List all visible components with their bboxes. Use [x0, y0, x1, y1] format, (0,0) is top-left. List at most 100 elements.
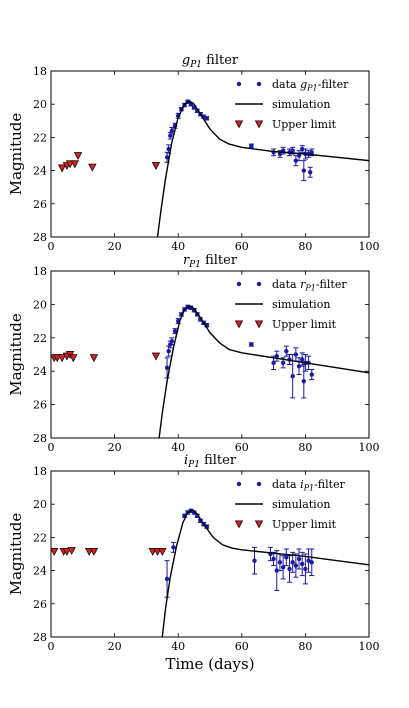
- legend-data-symbol: r: [300, 278, 306, 291]
- x-tick-label: 20: [108, 640, 122, 653]
- legend: data rP1-filter simulation Upper limit: [234, 278, 348, 331]
- data-point: [293, 352, 299, 357]
- y-tick-label: 28: [33, 231, 47, 244]
- x-tick-label: 40: [171, 640, 185, 653]
- simulation-curve: [158, 305, 369, 438]
- data-point: [249, 143, 254, 148]
- data-point: [271, 360, 276, 366]
- legend-data-prefix: data: [272, 278, 300, 291]
- data-point: [168, 133, 173, 138]
- legend-upper-marker: [254, 520, 264, 529]
- x-tick-label: 100: [359, 240, 380, 253]
- y-axis-label: Magnitude: [7, 113, 25, 196]
- y-tick-label: 24: [33, 365, 47, 378]
- x-axis-label: Time (days): [165, 655, 254, 673]
- legend-data-subscript: P1: [306, 84, 317, 93]
- legend-upper-marker: [234, 320, 244, 329]
- upper-limit-marker: [88, 163, 97, 172]
- data-point: [172, 328, 178, 334]
- data-point: [249, 342, 254, 347]
- x-tick-label: 60: [235, 640, 249, 653]
- legend-upper-label: Upper limit: [272, 118, 337, 131]
- data-point: [284, 348, 289, 354]
- plot-area: [57, 99, 369, 237]
- title-subscript: P1: [189, 60, 202, 70]
- plot-frame: [50, 70, 370, 238]
- x-tick-label: 20: [108, 441, 122, 454]
- data-point: [296, 153, 302, 158]
- y-tick-label: 26: [33, 198, 47, 211]
- data-point: [280, 565, 286, 570]
- chart-title: rP1 filter: [183, 253, 238, 270]
- upper-limit-marker: [62, 547, 72, 556]
- title-symbol: i: [184, 453, 188, 468]
- data-point: [166, 146, 171, 152]
- data-point: [309, 560, 314, 565]
- legend-data-marker: [256, 81, 262, 87]
- y-tick-label: 20: [33, 98, 47, 111]
- data-point: [169, 128, 175, 133]
- legend-data-prefix: data: [272, 78, 300, 91]
- legend-simulation-label: simulation: [272, 498, 330, 511]
- plot-area: [51, 508, 369, 637]
- upper-limit-marker: [70, 160, 80, 169]
- data-point: [277, 560, 283, 565]
- y-tick-label: 26: [33, 598, 47, 611]
- legend-simulation-label: simulation: [272, 98, 330, 111]
- legend-data-label: data iP1-filter: [272, 478, 346, 493]
- y-axis-label: Magnitude: [7, 513, 25, 596]
- data-point: [280, 360, 286, 366]
- legend-upper-marker: [254, 320, 264, 329]
- plot-area: [51, 304, 369, 438]
- title-suffix: filter: [202, 53, 239, 68]
- data-point: [164, 576, 170, 582]
- legend-data-symbol: g: [300, 78, 307, 91]
- legend: data iP1-filter simulation Upper limit: [234, 478, 346, 531]
- data-point: [290, 374, 295, 379]
- simulation-curve: [156, 100, 369, 237]
- legend-data-marker: [236, 81, 242, 87]
- legend-data-suffix: -filter: [318, 78, 350, 91]
- legend-simulation-label: simulation: [272, 298, 330, 311]
- data-point: [300, 357, 305, 362]
- legend-data-suffix: -filter: [316, 278, 348, 291]
- upper-limit-marker: [151, 162, 161, 170]
- data-point: [284, 555, 289, 560]
- data-point: [296, 556, 302, 562]
- title-suffix: filter: [200, 453, 237, 468]
- legend-data-subscript: P1: [303, 484, 314, 493]
- data-point: [287, 566, 292, 572]
- title-symbol: g: [182, 53, 190, 68]
- data-point: [171, 545, 176, 550]
- chart-title: iP1 filter: [184, 453, 237, 470]
- upper-limit-marker: [51, 547, 59, 556]
- y-tick-label: 20: [33, 298, 47, 311]
- data-point: [169, 338, 175, 344]
- legend-data-marker: [256, 481, 262, 487]
- data-point: [301, 379, 307, 384]
- legend-data-label: data gP1-filter: [272, 78, 349, 93]
- upper-limit-marker: [89, 547, 99, 556]
- data-point: [274, 353, 279, 359]
- legend-upper-marker: [234, 520, 244, 529]
- data-point: [191, 510, 197, 515]
- upper-limit-marker: [69, 354, 78, 363]
- y-tick-label: 20: [33, 498, 47, 511]
- x-tick-label: 0: [48, 240, 55, 253]
- x-tick-label: 80: [298, 240, 312, 253]
- x-tick-label: 100: [359, 640, 380, 653]
- data-point: [309, 372, 314, 377]
- data-point: [293, 563, 299, 568]
- data-point: [296, 363, 302, 369]
- legend-upper-marker: [254, 120, 264, 129]
- x-tick-label: 60: [235, 441, 249, 454]
- data-point: [301, 168, 307, 173]
- data-point: [303, 566, 308, 572]
- data-point: [290, 560, 295, 565]
- data-point: [252, 558, 257, 563]
- x-tick-label: 0: [48, 640, 55, 653]
- data-point: [307, 170, 313, 175]
- y-axis-label: Magnitude: [7, 313, 25, 396]
